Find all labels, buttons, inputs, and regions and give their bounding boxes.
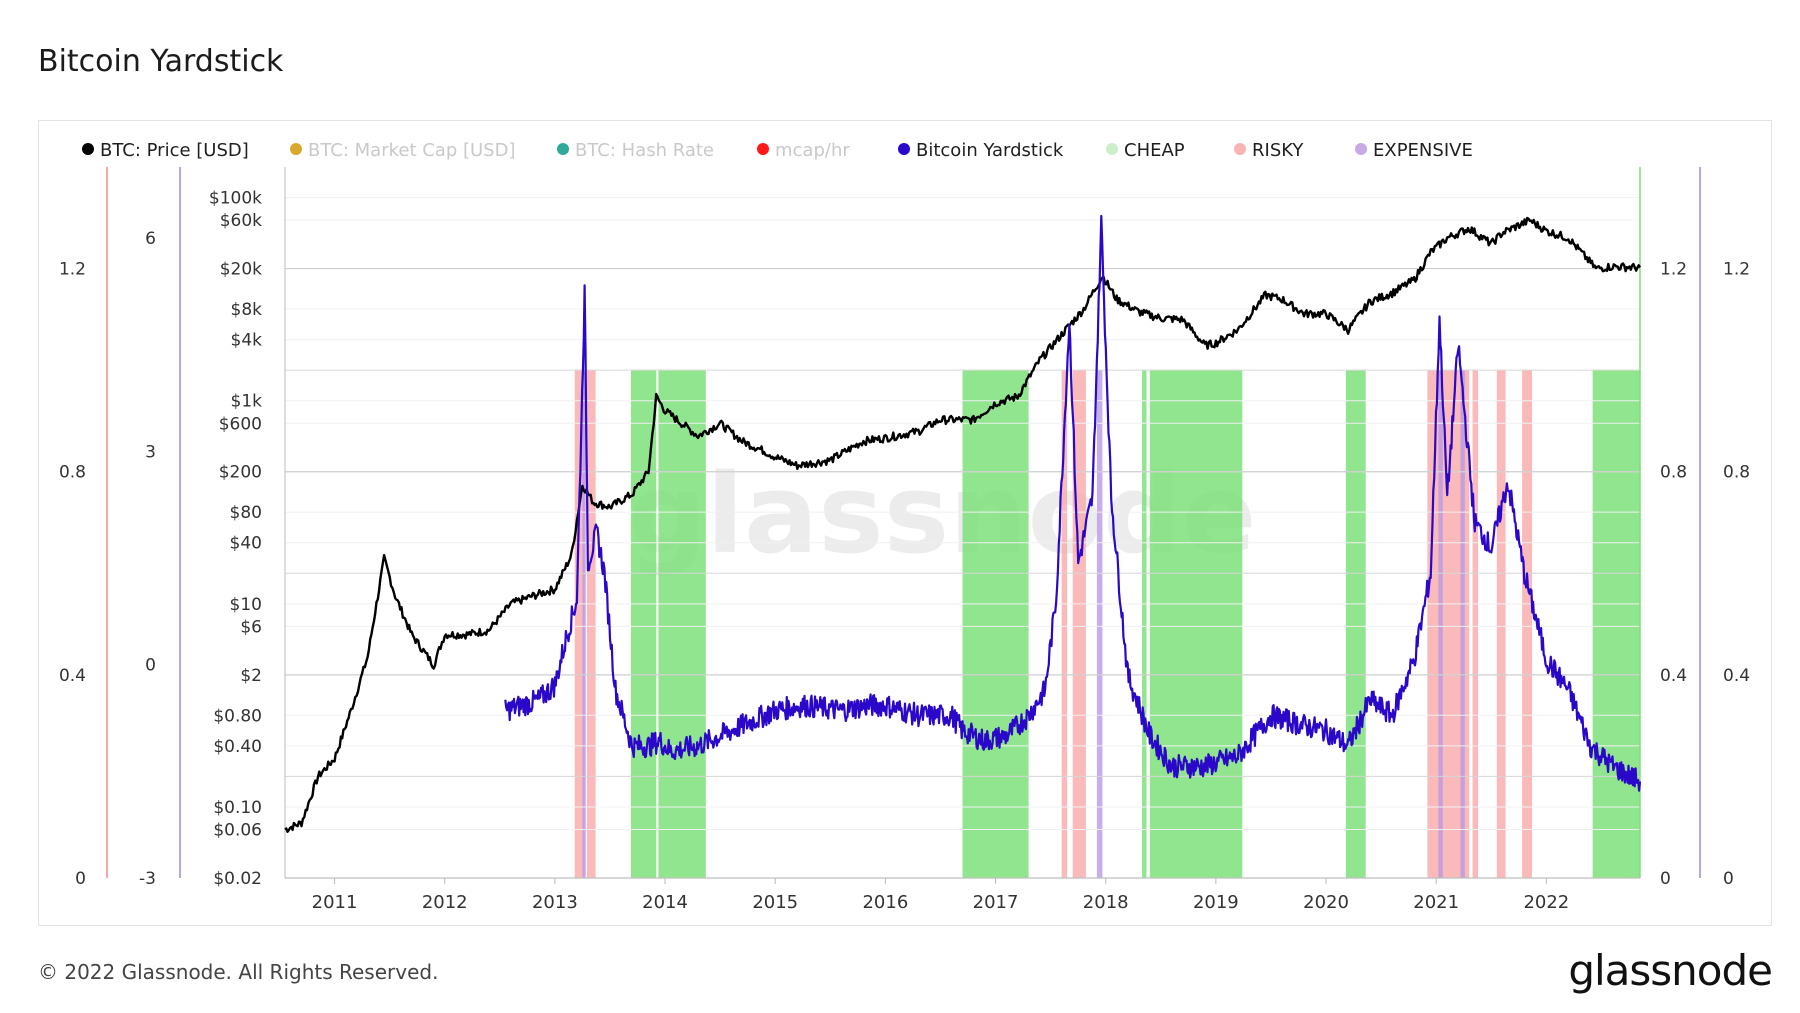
- chart-title: Bitcoin Yardstick: [38, 44, 284, 79]
- cheap-band: [1345, 370, 1366, 878]
- legend-dot-icon: [1234, 143, 1246, 155]
- right-axis-2-tick-label: 1.2: [1723, 260, 1750, 280]
- x-tick-label: 2015: [752, 892, 798, 913]
- right-axis-1-tick-label: 1.2: [1660, 260, 1687, 280]
- legend-dot-icon: [557, 143, 569, 155]
- price-line: [284, 216, 1642, 833]
- legend-dot-icon: [898, 143, 910, 155]
- copyright-text: © 2022 Glassnode. All Rights Reserved.: [38, 960, 439, 984]
- right-axis-1-tick-label: 0.8: [1660, 463, 1687, 483]
- risky-band: [1496, 370, 1506, 878]
- legend-label: BTC: Price [USD]: [100, 140, 249, 161]
- price-tick-label: $100k: [209, 189, 262, 209]
- expensive-band: [1460, 370, 1465, 878]
- legend-label: CHEAP: [1124, 140, 1185, 161]
- x-tick-label: 2013: [532, 892, 578, 913]
- right-axis-2-tick-label: 0.8: [1723, 463, 1750, 483]
- left-axis-1-tick-label: 0.4: [59, 666, 86, 686]
- legend-label: RISKY: [1252, 140, 1304, 161]
- legend-dot-icon: [1106, 143, 1118, 155]
- price-tick-label: $0.80: [213, 706, 262, 726]
- left-axis-2-tick-label: 6: [145, 229, 156, 249]
- legend-item[interactable]: RISKY: [1234, 140, 1304, 161]
- risky-band: [1472, 370, 1479, 878]
- price-tick-label: $80: [230, 503, 262, 523]
- price-tick-label: $20k: [220, 260, 262, 280]
- price-tick-label: $0.40: [213, 737, 262, 757]
- right-axis-2-tick-label: 0: [1723, 869, 1734, 889]
- legend-item[interactable]: mcap/hr: [757, 140, 850, 161]
- price-tick-label: $0.10: [213, 798, 262, 818]
- risky-band: [1061, 370, 1068, 878]
- expensive-band: [1096, 370, 1103, 878]
- cheap-band: [658, 370, 706, 878]
- x-tick-label: 2021: [1413, 892, 1459, 913]
- cheap-band: [1592, 370, 1640, 878]
- price-tick-label: $60k: [220, 211, 262, 231]
- x-tick-label: 2016: [862, 892, 908, 913]
- x-tick-label: 2018: [1083, 892, 1129, 913]
- price-tick-label: $200: [219, 463, 262, 483]
- expensive-band: [582, 370, 586, 878]
- price-tick-label: $40: [230, 534, 262, 554]
- left-axis-1-tick-label: 0: [75, 869, 86, 889]
- legend-dot-icon: [290, 143, 302, 155]
- legend-item[interactable]: BTC: Hash Rate: [557, 140, 714, 161]
- price-tick-label: $0.02: [213, 869, 262, 889]
- price-tick-label: $10: [230, 595, 262, 615]
- price-tick-label: $0.06: [213, 821, 262, 841]
- right-axis-2-tick-label: 0.4: [1723, 666, 1750, 686]
- left-axis-2-tick-label: -3: [139, 869, 156, 889]
- legend-item[interactable]: BTC: Market Cap [USD]: [290, 140, 516, 161]
- axes: $100k$60k$20k$8k$4k$1k$600$200$80$40$10$…: [59, 167, 1750, 913]
- legend: BTC: Price [USD] BTC: Market Cap [USD] BTC…: [82, 140, 1473, 161]
- price-tick-label: $600: [219, 414, 262, 434]
- legend-label: BTC: Market Cap [USD]: [308, 140, 516, 161]
- legend-dot-icon: [1355, 143, 1367, 155]
- legend-label: EXPENSIVE: [1373, 140, 1473, 161]
- yardstick-line: [504, 214, 1642, 792]
- x-tick-label: 2017: [973, 892, 1019, 913]
- x-tick-label: 2020: [1303, 892, 1349, 913]
- regime-bands: [574, 370, 1640, 878]
- cheap-band: [630, 370, 657, 878]
- left-axis-2-tick-label: 3: [145, 442, 156, 462]
- legend-label: mcap/hr: [775, 140, 850, 161]
- right-axis-1-tick-label: 0.4: [1660, 666, 1687, 686]
- price-tick-label: $2: [240, 666, 262, 686]
- left-axis-1-tick-label: 1.2: [59, 260, 86, 280]
- risky-band: [574, 370, 585, 878]
- left-axis-2-tick-label: 0: [145, 656, 156, 676]
- x-tick-label: 2014: [642, 892, 688, 913]
- left-axis-1-tick-label: 0.8: [59, 463, 86, 483]
- right-axis-1-tick-label: 0: [1660, 869, 1671, 889]
- brand-logo: glassnode: [1568, 946, 1773, 995]
- legend-item[interactable]: CHEAP: [1106, 140, 1185, 161]
- cheap-band: [1149, 370, 1243, 878]
- price-tick-label: $1k: [231, 392, 263, 412]
- legend-item[interactable]: BTC: Price [USD]: [82, 140, 249, 161]
- cheap-band: [962, 370, 1029, 878]
- x-tick-label: 2011: [312, 892, 358, 913]
- chart-frame: [38, 120, 1772, 926]
- x-tick-label: 2019: [1193, 892, 1239, 913]
- legend-dot-icon: [82, 143, 94, 155]
- price-tick-label: $6: [240, 617, 262, 637]
- legend-item[interactable]: EXPENSIVE: [1355, 140, 1473, 161]
- cheap-band: [1142, 370, 1147, 878]
- legend-label: Bitcoin Yardstick: [916, 140, 1064, 161]
- risky-band: [1522, 370, 1533, 878]
- expensive-band: [1438, 370, 1443, 878]
- legend-label: BTC: Hash Rate: [575, 140, 714, 161]
- risky-band: [586, 370, 596, 878]
- legend-item[interactable]: Bitcoin Yardstick: [898, 140, 1064, 161]
- price-tick-label: $4k: [231, 331, 263, 351]
- x-tick-label: 2012: [422, 892, 468, 913]
- series-lines: [284, 214, 1642, 833]
- legend-dot-icon: [757, 143, 769, 155]
- x-tick-label: 2022: [1523, 892, 1569, 913]
- price-tick-label: $8k: [231, 300, 263, 320]
